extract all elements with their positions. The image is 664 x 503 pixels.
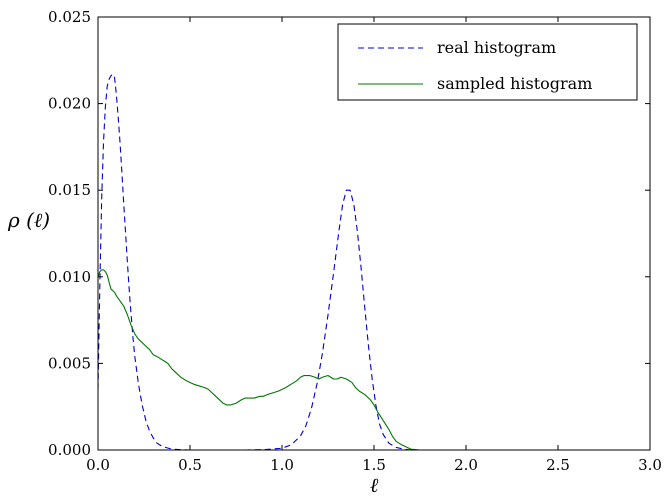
y-tick-label: 0.005 — [48, 354, 91, 372]
y-tick-label: 0.010 — [48, 268, 91, 286]
legend-label-real-histogram: real histogram — [437, 38, 556, 57]
y-axis-label: ρ (ℓ) — [7, 208, 50, 232]
x-tick-label: 1.5 — [362, 456, 386, 474]
legend-label-sampled-histogram: sampled histogram — [437, 74, 592, 93]
axes: 0.0 0.5 1.0 1.5 2.0 2.5 3.0 0.000 0.005 0.010 0.01… — [7, 8, 662, 497]
x-axis-label: ℓ — [370, 473, 379, 497]
plot-area — [98, 73, 650, 450]
y-tick-label: 0.025 — [48, 8, 91, 26]
y-tick-label: 0.015 — [48, 181, 91, 199]
x-tick-label: 2.0 — [454, 456, 478, 474]
series-line-real-histogram — [98, 73, 650, 450]
x-tick-label: 3.0 — [638, 456, 662, 474]
y-tick-label: 0.000 — [48, 441, 91, 459]
x-tick-label: 1.0 — [270, 456, 294, 474]
x-tick-label: 2.5 — [546, 456, 570, 474]
legend-box — [337, 23, 638, 101]
x-tick-label: 0.0 — [86, 456, 110, 474]
x-tick-label: 0.5 — [178, 456, 202, 474]
y-tick-label: 0.020 — [48, 95, 91, 113]
legend: real histogram sampled histogram — [337, 23, 638, 101]
series-line-sampled-histogram — [98, 269, 650, 450]
